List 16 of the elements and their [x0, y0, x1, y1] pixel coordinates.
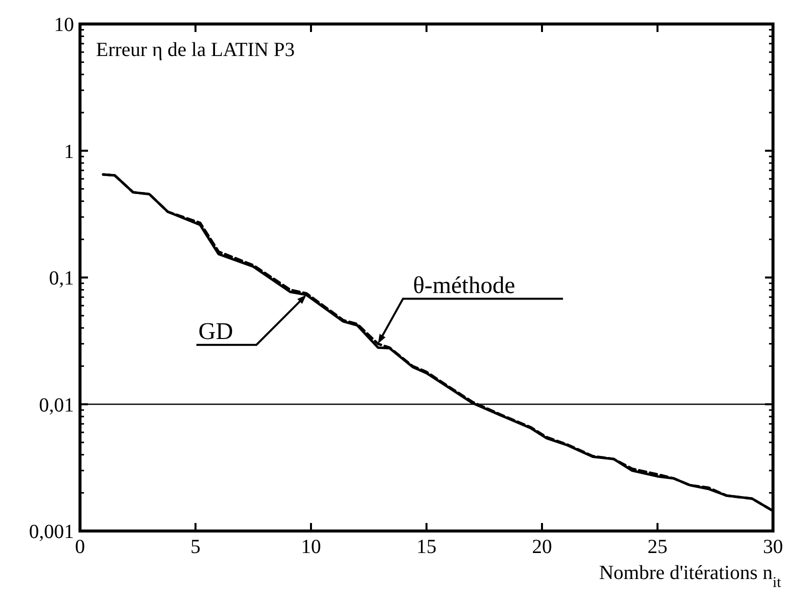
- text: GD: [198, 318, 234, 345]
- x-tick-label: 0: [75, 536, 85, 558]
- x-tick-label: 30: [763, 536, 783, 558]
- x-tick-label: 10: [301, 536, 321, 558]
- x-tick-label: 5: [190, 536, 200, 558]
- x-tick-label: 15: [416, 536, 436, 558]
- y-tick-label: 0,1: [49, 268, 74, 290]
- x-tick-label: 20: [532, 536, 552, 558]
- text: θ-méthode: [412, 272, 516, 299]
- y-tick-label: 0,001: [29, 521, 74, 543]
- x-tick-label: 25: [648, 536, 668, 558]
- y-tick-label: 10: [54, 14, 74, 36]
- x-axis-title: Nombre d'itérations n$_{it}$: [599, 562, 782, 591]
- text: Erreur η de la LATIN P3: [96, 39, 295, 61]
- y-tick-label: 0,01: [39, 394, 74, 416]
- y-tick-label: 1: [64, 140, 74, 163]
